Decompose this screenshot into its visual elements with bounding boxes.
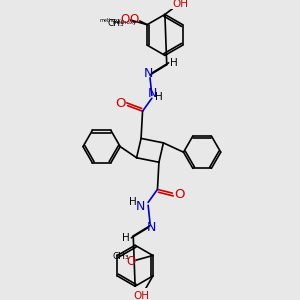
Text: O: O <box>175 188 185 201</box>
Text: O: O <box>130 13 139 26</box>
Text: N: N <box>136 200 146 213</box>
Text: O: O <box>115 97 125 110</box>
Text: OH: OH <box>173 0 189 9</box>
Text: N: N <box>147 221 157 234</box>
Text: H: H <box>129 196 137 206</box>
Text: OH: OH <box>134 291 150 300</box>
Text: N: N <box>148 87 158 100</box>
Text: CH₃: CH₃ <box>107 19 124 28</box>
Text: H: H <box>122 233 130 243</box>
Text: N: N <box>143 67 153 80</box>
Text: CH₃: CH₃ <box>113 252 130 261</box>
Text: methoxy: methoxy <box>99 17 121 22</box>
Text: H: H <box>170 58 178 68</box>
Text: H: H <box>155 92 163 102</box>
Text: methoxy: methoxy <box>113 20 137 25</box>
Text: O: O <box>120 13 129 26</box>
Text: O: O <box>126 255 135 268</box>
